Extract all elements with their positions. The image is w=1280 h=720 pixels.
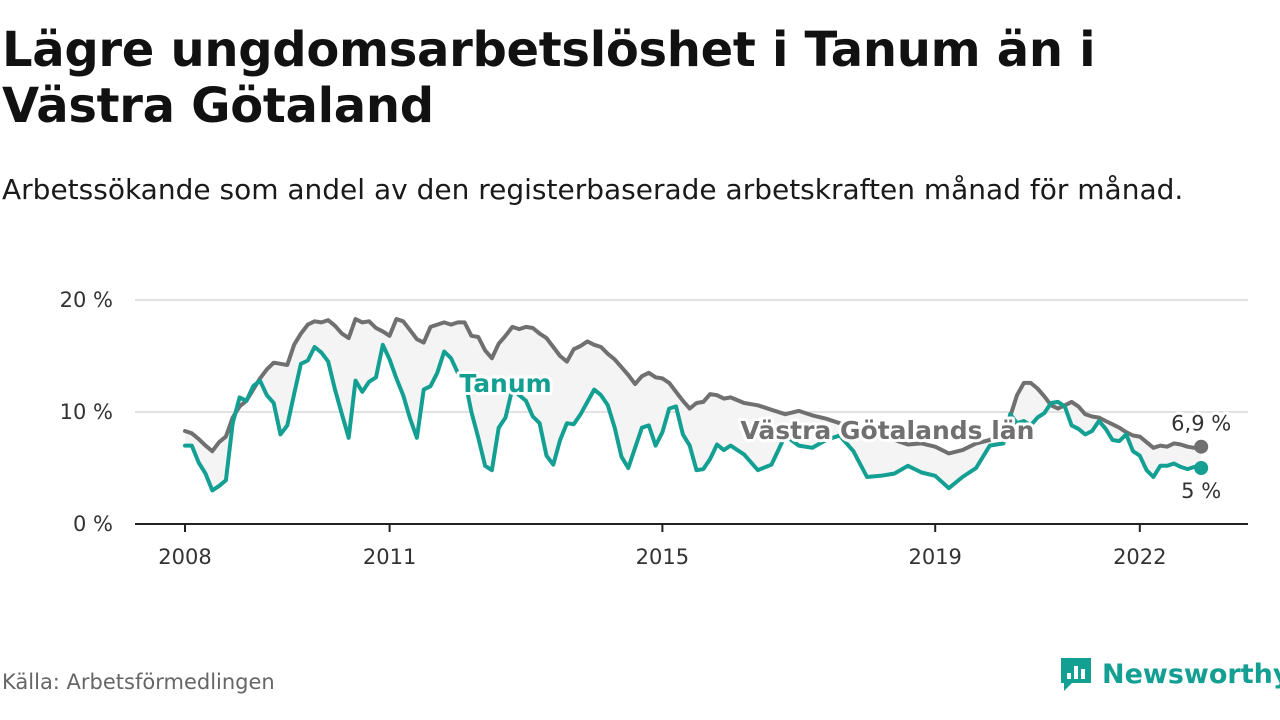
x-tick-label: 2015 bbox=[636, 545, 689, 569]
series-line-vastra-gotaland bbox=[183, 317, 1204, 456]
y-tick-label: 20 % bbox=[60, 288, 113, 312]
x-tick-label: 2008 bbox=[158, 545, 211, 569]
y-tick-label: 0 % bbox=[73, 512, 113, 536]
brand-logo[interactable]: Newsworthy bbox=[1058, 654, 1280, 694]
source-note: Källa: Arbetsförmedlingen bbox=[2, 670, 275, 694]
axes: 0 % 10 % 20 % 2008 2011 2015 2019 2022 bbox=[60, 288, 1248, 569]
x-tick-label: 2022 bbox=[1113, 545, 1166, 569]
series-labels: 6,9 % 5 % Tanum Västra Götalands län bbox=[456, 366, 1234, 506]
end-label-vastra-gotaland: 6,9 % bbox=[1171, 412, 1231, 436]
x-tick-label: 2019 bbox=[908, 545, 961, 569]
end-label-tanum: 5 % bbox=[1181, 479, 1221, 503]
newsworthy-logo-icon bbox=[1061, 658, 1091, 691]
brand-name: Newsworthy bbox=[1102, 658, 1280, 690]
series-line-vastra-gotaland-end-point bbox=[1194, 439, 1209, 454]
series-lines bbox=[183, 317, 1209, 493]
chart-subtitle: Arbetssökande som andel av den registerb… bbox=[2, 173, 1184, 206]
annotation-vastra-gotaland: Västra Götalands län bbox=[740, 416, 1034, 445]
series-line-tanum bbox=[183, 342, 1204, 493]
y-tick-label: 10 % bbox=[60, 400, 113, 424]
line-chart: 0 % 10 % 20 % 2008 2011 2015 2019 2022 6,9 % 5 %… bbox=[60, 288, 1248, 569]
chart-title: Lägre ungdomsarbetslöshet i Tanum än i V… bbox=[2, 22, 1096, 134]
series-line-tanum-end-point bbox=[1194, 461, 1209, 475]
annotation-tanum: Tanum bbox=[459, 369, 551, 398]
x-tick-label: 2011 bbox=[363, 545, 416, 569]
